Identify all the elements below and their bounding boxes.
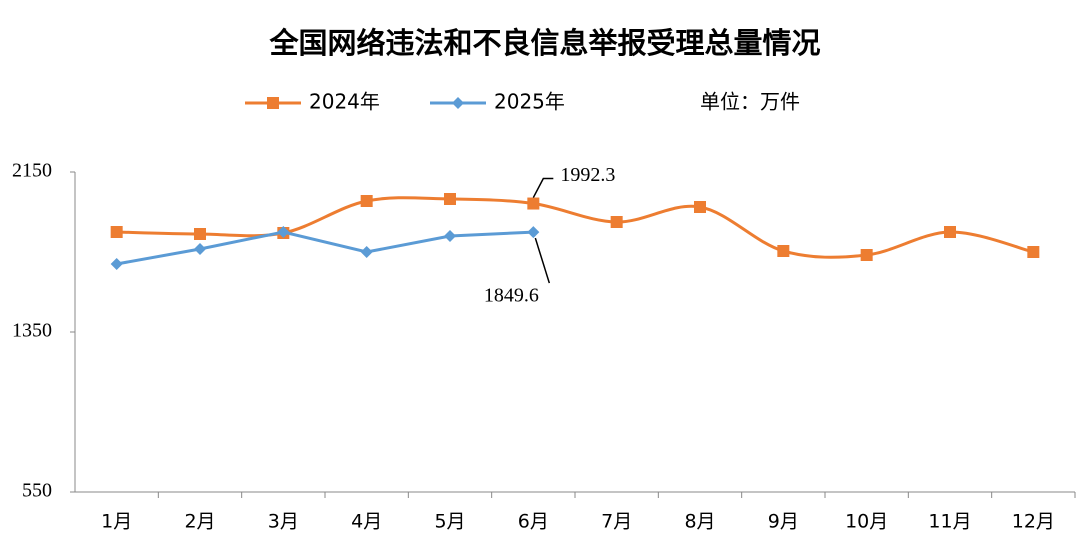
data-point: [360, 246, 373, 258]
y-tick-label: 1350: [12, 320, 52, 342]
x-tick-label: 4月: [351, 511, 382, 533]
data-point: [527, 197, 540, 210]
leader-line: [532, 177, 554, 198]
data-point: [444, 230, 456, 242]
y-tick-label: 2150: [12, 160, 52, 182]
x-tick-label: 7月: [601, 511, 632, 533]
data-label: 1992.3: [560, 164, 615, 186]
legend-marker: [267, 97, 279, 109]
data-point: [194, 228, 206, 240]
series-line: [116, 230, 534, 266]
data-point: [944, 226, 956, 238]
legend-marker: [452, 97, 464, 109]
data-point: [860, 249, 873, 261]
series-line: [116, 196, 1034, 259]
data-point: [610, 216, 623, 228]
chart-title: 全国网络违法和不良信息举报受理总量情况: [268, 26, 820, 60]
x-tick-label: 8月: [684, 511, 715, 533]
data-point: [194, 243, 206, 255]
legend-label: 2025年: [494, 90, 565, 114]
x-tick-label: 6月: [518, 511, 549, 533]
data-label: 1849.6: [484, 285, 539, 307]
x-tick-label: 9月: [768, 511, 799, 533]
data-point: [777, 245, 790, 257]
data-point: [110, 226, 123, 238]
x-tick-label: 1月: [101, 511, 132, 533]
x-tick-label: 11月: [928, 511, 971, 533]
x-tick-label: 2月: [184, 511, 215, 533]
x-tick-label: 5月: [434, 511, 465, 533]
data-point: [277, 226, 290, 238]
x-tick-label: 12月: [1012, 511, 1055, 533]
data-point: [527, 226, 540, 239]
data-point: [360, 195, 373, 207]
leader-line: [534, 237, 551, 284]
legend-label: 2024年: [309, 90, 380, 114]
data-point: [110, 258, 123, 270]
data-point: [1027, 246, 1040, 258]
data-point: [694, 201, 706, 213]
x-tick-label: 3月: [268, 511, 299, 533]
y-tick-label: 550: [22, 480, 52, 502]
data-point: [444, 193, 456, 205]
unit-label: 单位：万件: [700, 90, 800, 114]
x-tick-label: 10月: [845, 511, 888, 533]
